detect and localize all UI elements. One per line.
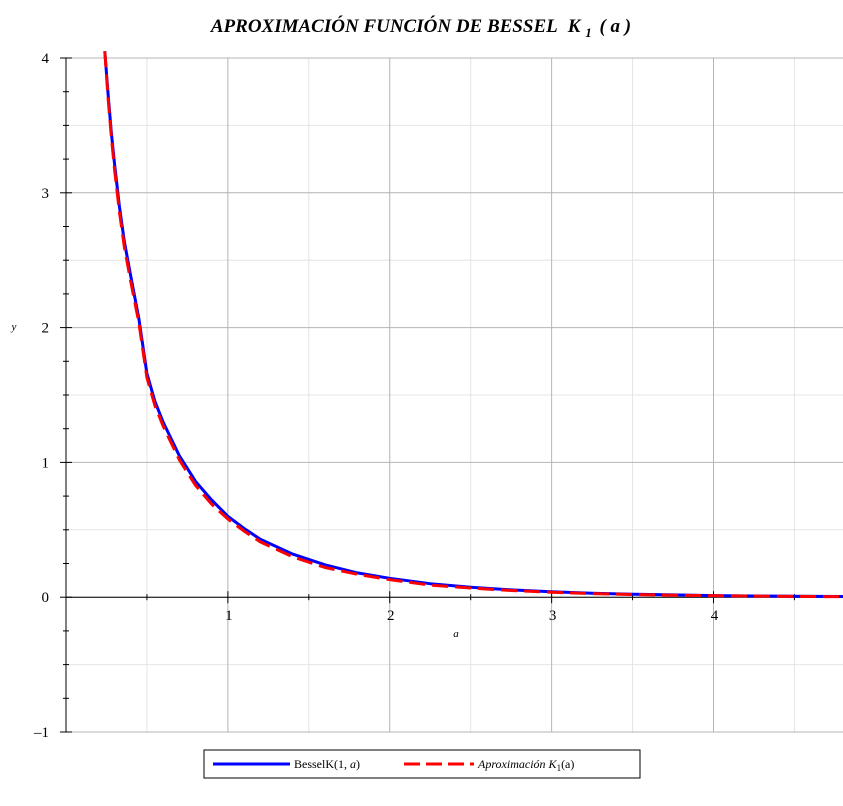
legend-label-bessel-prefix: BesselK(1, bbox=[294, 757, 350, 771]
x-axis-label: a bbox=[453, 628, 459, 640]
legend-label-approx-symbol: K bbox=[548, 757, 558, 771]
y-tick-label: 4 bbox=[42, 51, 50, 67]
chart-title-arg: ( a ) bbox=[599, 16, 631, 37]
legend-label-approx-prefix: Aproximación bbox=[477, 757, 549, 771]
y-tick-label: 3 bbox=[42, 186, 50, 202]
chart-title-symbol: K bbox=[567, 16, 582, 37]
legend-label-approx: Aproximación K1(a) bbox=[477, 757, 574, 773]
chart-title-subscript: 1 bbox=[585, 25, 592, 40]
series-line-approximation bbox=[103, 51, 843, 599]
legend-label-approx-subscript: 1 bbox=[557, 763, 562, 773]
legend-label-bessel-suffix: ) bbox=[356, 757, 360, 771]
x-tick-label: 3 bbox=[549, 608, 557, 624]
y-tick-label: 0 bbox=[42, 590, 50, 606]
series-line-bessel bbox=[103, 51, 843, 598]
y-tick-label: 1 bbox=[42, 455, 50, 471]
y-tick-label: –1 bbox=[33, 725, 49, 741]
legend-label-bessel: BesselK(1, a) bbox=[294, 757, 360, 771]
y-tick-label: 2 bbox=[42, 321, 50, 337]
series-group bbox=[103, 51, 843, 599]
x-tick-label: 1 bbox=[225, 608, 233, 624]
legend-label-approx-arg: (a) bbox=[561, 757, 574, 771]
chart-title-text: APROXIMACIÓN FUNCIÓN DE BESSEL bbox=[210, 15, 557, 37]
x-tick-label: 4 bbox=[711, 608, 719, 624]
chart-title: APROXIMACIÓN FUNCIÓN DE BESSEL K 1 ( a ) bbox=[210, 15, 631, 42]
x-tick-label: 2 bbox=[387, 608, 395, 624]
grid bbox=[66, 57, 843, 733]
legend: BesselK(1, a) Aproximación K1(a) bbox=[203, 749, 641, 779]
y-axis-label: y bbox=[11, 321, 17, 333]
tick-labels: 1 2 3 4 –1 0 1 2 3 4 bbox=[33, 51, 719, 741]
legend-label-bessel-var: a bbox=[350, 757, 356, 771]
